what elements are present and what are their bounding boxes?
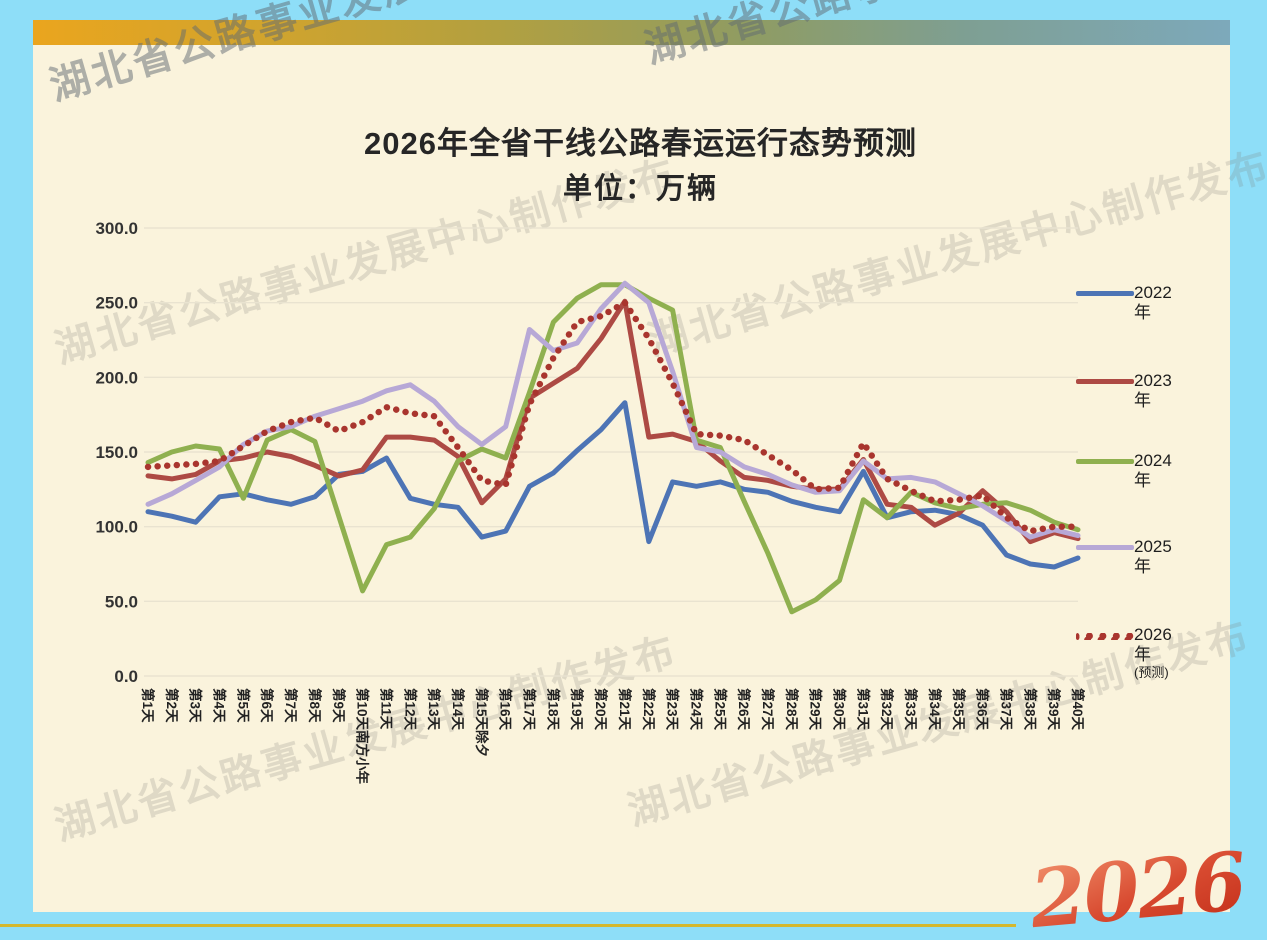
legend-item-2023年: 2023 年 xyxy=(1076,371,1172,411)
x-axis-tick-label: 第8天 xyxy=(307,688,323,723)
x-axis-tick-label: 第32天 xyxy=(879,688,895,731)
series-2023年 xyxy=(145,298,1081,545)
y-axis-tick-label: 100.0 xyxy=(95,518,138,537)
x-axis-tick-label: 第28天 xyxy=(784,688,800,731)
series-2024年 xyxy=(145,282,1081,615)
x-axis-tick-label: 第11天 xyxy=(378,688,394,730)
y-axis-tick-label: 300.0 xyxy=(95,219,138,238)
x-axis-tick-label: 第13天 xyxy=(426,688,442,731)
x-axis-tick-label: 第14天 xyxy=(450,688,466,731)
legend-label: 2022 年 xyxy=(1134,283,1172,323)
x-axis-tick-label: 第18天 xyxy=(545,688,561,731)
x-axis-tick-label: 第19天 xyxy=(569,688,585,731)
x-axis-tick-label: 第1天 xyxy=(140,688,156,723)
x-axis-tick-label: 第20天 xyxy=(593,688,609,731)
legend-item-2026年(预测): 2026 年 (预测) xyxy=(1076,625,1172,680)
x-axis-tick-label: 第37天 xyxy=(998,688,1014,731)
legend-label: 2026 年 (预测) xyxy=(1134,625,1172,681)
chart-unit-label: 单位：万辆 xyxy=(562,173,718,205)
x-axis-tick-label: 第26天 xyxy=(736,688,752,731)
series-2022年 xyxy=(145,400,1081,570)
x-axis-tick-label: 第22天 xyxy=(641,688,657,731)
x-axis-tick-label: 第23天 xyxy=(665,688,681,731)
2026-horse-logo: 2026 xyxy=(1026,834,1248,940)
x-axis-tick-label: 第17天 xyxy=(522,688,538,731)
x-axis-tick-label: 第25天 xyxy=(712,688,728,731)
x-axis-tick-label: 第10天南方小年 xyxy=(355,688,371,785)
legend-label: 2025 年 xyxy=(1134,537,1172,577)
x-axis-tick-label: 第2天 xyxy=(164,688,180,723)
legend-swatch xyxy=(1076,633,1134,640)
series-2026年(预测) xyxy=(144,299,1082,535)
x-axis-tick-label: 第15天除夕 xyxy=(474,688,490,757)
legend-label: 2024 年 xyxy=(1134,451,1172,491)
x-axis-tick-label: 第16天 xyxy=(498,688,514,731)
x-axis-tick-label: 第9天 xyxy=(331,688,347,723)
x-axis-tick-label: 第40天 xyxy=(1070,688,1086,731)
legend-swatch xyxy=(1076,545,1134,550)
gradient-top-bar xyxy=(33,20,1230,45)
bottom-accent-line xyxy=(0,924,1016,927)
legend-item-2024年: 2024 年 xyxy=(1076,451,1172,491)
x-axis-tick-label: 第27天 xyxy=(760,688,776,731)
legend-label: 2023 年 xyxy=(1134,371,1172,411)
y-axis-tick-label: 0.0 xyxy=(114,667,138,686)
y-axis-tick-label: 200.0 xyxy=(95,368,138,387)
y-axis-tick-label: 150.0 xyxy=(95,443,138,462)
x-axis-tick-label: 第4天 xyxy=(212,688,228,723)
x-axis-tick-label: 第3天 xyxy=(188,688,204,723)
legend-swatch xyxy=(1076,459,1134,464)
x-axis-tick-label: 第29天 xyxy=(808,688,824,731)
x-axis-tick-label: 第31天 xyxy=(855,688,871,731)
y-axis-tick-label: 250.0 xyxy=(95,294,138,313)
legend-swatch xyxy=(1076,291,1134,296)
legend-item-2025年: 2025 年 xyxy=(1076,537,1172,577)
x-axis-tick-label: 第5天 xyxy=(235,688,251,723)
x-axis-tick-label: 第6天 xyxy=(259,688,275,723)
x-axis-tick-label: 第33天 xyxy=(903,688,919,731)
x-axis-tick-label: 第21天 xyxy=(617,688,633,731)
chart-title: 2026年全省干线公路春运运行态势预测 xyxy=(364,126,917,161)
x-axis-tick-label: 第39天 xyxy=(1046,688,1062,731)
x-axis-tick-label: 第12天 xyxy=(402,688,418,731)
x-axis-tick-label: 第38天 xyxy=(1022,688,1038,731)
legend-swatch xyxy=(1076,379,1134,384)
y-axis-tick-label: 50.0 xyxy=(105,592,138,611)
x-axis-tick-label: 第24天 xyxy=(688,688,704,731)
legend-item-2022年: 2022 年 xyxy=(1076,283,1172,323)
x-axis-tick-label: 第7天 xyxy=(283,688,299,723)
x-axis-tick-label: 第36天 xyxy=(975,688,991,731)
x-axis-tick-label: 第35天 xyxy=(951,688,967,731)
x-axis-tick-label: 第34天 xyxy=(927,688,943,731)
x-axis-tick-label: 第30天 xyxy=(832,688,848,731)
